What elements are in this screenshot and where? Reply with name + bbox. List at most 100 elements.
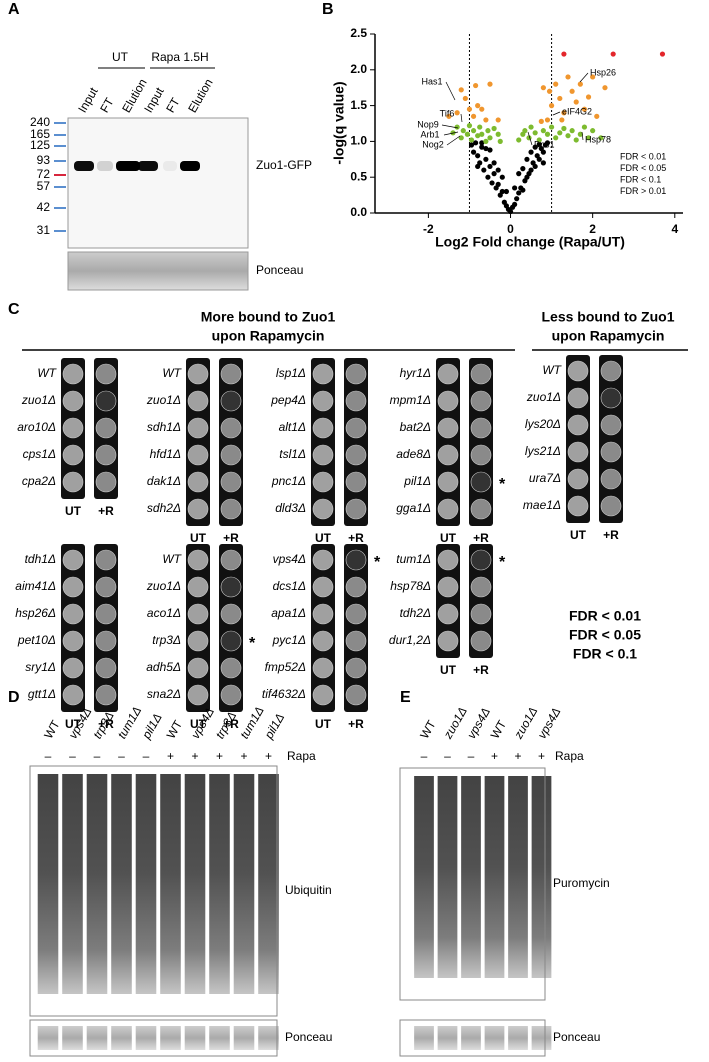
spot-plate <box>436 544 460 658</box>
treatment-sign: – <box>118 749 125 763</box>
section-title: upon Rapamycin <box>552 328 665 344</box>
point <box>491 125 497 132</box>
marker-label: 93 <box>37 153 51 167</box>
point <box>557 95 563 102</box>
condition-label: +R <box>603 528 619 542</box>
spot <box>62 603 84 625</box>
annotation: Nog2 <box>422 139 444 149</box>
spot <box>312 390 334 412</box>
ponceau-lane <box>184 1026 206 1050</box>
spot <box>312 576 334 598</box>
ponceau-lane <box>37 1026 59 1050</box>
spot <box>220 498 242 520</box>
spot <box>567 441 589 463</box>
treatment-sign: + <box>491 749 498 763</box>
point <box>497 138 503 144</box>
group-label: Rapa 1.5H <box>151 50 208 64</box>
point <box>483 117 489 123</box>
point <box>540 149 546 155</box>
point <box>479 144 485 150</box>
ponceau-lane <box>86 1026 108 1050</box>
section-title: Less bound to Zuo1 <box>542 309 675 325</box>
point <box>536 137 542 143</box>
treatment-sign: + <box>514 749 521 763</box>
strain-label: dur1,2Δ <box>389 633 431 647</box>
spot <box>62 390 84 412</box>
point <box>473 82 479 89</box>
point <box>577 131 583 137</box>
strain-label: tif4632Δ <box>262 687 306 701</box>
spot <box>220 471 242 493</box>
strain-label: ade8Δ <box>396 447 431 461</box>
blot-label: Puromycin <box>553 876 610 890</box>
spot <box>567 414 589 436</box>
treatment-sign: – <box>45 749 52 763</box>
spot <box>437 363 459 385</box>
point <box>569 88 575 94</box>
y-tick-label: 1.5 <box>350 98 367 112</box>
spot <box>187 603 209 625</box>
point <box>581 106 588 112</box>
blot <box>67 117 249 249</box>
spot <box>345 657 367 679</box>
point <box>483 145 489 152</box>
spot <box>220 390 242 412</box>
strain-label: sna2Δ <box>147 687 181 701</box>
spot <box>95 576 117 598</box>
point <box>475 163 481 170</box>
treatment-sign: + <box>216 749 223 763</box>
band <box>116 161 140 171</box>
spot <box>187 417 209 439</box>
x-tick-label: 4 <box>671 222 678 236</box>
spot <box>220 417 242 439</box>
ponceau-label: Ponceau <box>256 263 303 277</box>
point <box>487 163 493 170</box>
fdr-legend: FDR < 0.01 <box>569 608 641 624</box>
spot <box>62 363 84 385</box>
point <box>536 156 542 162</box>
strain-label: dcs1Δ <box>273 579 306 593</box>
spot <box>95 390 117 412</box>
lane-label: zuo1Δ <box>440 705 470 742</box>
point <box>503 188 510 195</box>
point <box>512 185 518 191</box>
condition-label: +R <box>223 531 239 545</box>
y-tick-label: 1.0 <box>350 134 367 148</box>
y-tick-label: 0.0 <box>350 205 367 219</box>
strain-label: sry1Δ <box>25 660 56 674</box>
annotation: Dcs1 <box>534 139 555 149</box>
point <box>458 87 464 93</box>
annotation-leader <box>527 131 533 146</box>
spot <box>437 498 459 520</box>
spot <box>187 363 209 385</box>
strain-label: dak1Δ <box>147 474 181 488</box>
annotation-leader <box>460 113 463 123</box>
lane-smear <box>508 776 528 978</box>
point <box>477 124 483 130</box>
spot <box>187 390 209 412</box>
point <box>544 117 551 123</box>
strain-label: aim41Δ <box>15 579 56 593</box>
lane-smear <box>135 774 157 994</box>
panel-label: B <box>322 1 334 18</box>
significance-star: * <box>374 554 381 571</box>
strain-label: vps4Δ <box>273 552 306 566</box>
panel-label: C <box>8 301 20 318</box>
spot <box>62 684 84 706</box>
y-axis-label: -log(q value) <box>331 81 347 164</box>
spot <box>567 360 589 382</box>
point <box>532 163 538 170</box>
point <box>532 130 538 136</box>
point <box>561 125 567 132</box>
spot <box>220 630 242 652</box>
spot <box>220 576 242 598</box>
spot <box>470 630 492 652</box>
lane-label: FT <box>97 95 117 115</box>
point <box>528 149 534 155</box>
annotation: Tif6 <box>440 108 455 118</box>
ponceau-lane <box>135 1026 157 1050</box>
lane-label: vps4Δ <box>535 705 564 741</box>
point <box>590 128 596 134</box>
point <box>446 113 452 119</box>
point <box>522 128 528 134</box>
